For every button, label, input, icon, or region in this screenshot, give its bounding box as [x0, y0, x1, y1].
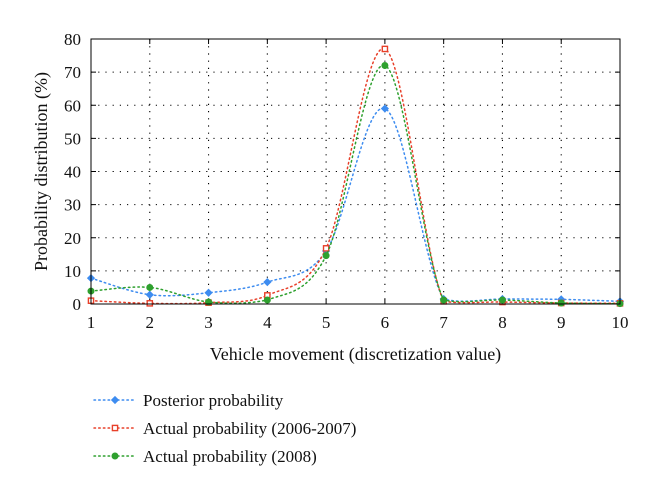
x-tick-label: 5 — [322, 313, 331, 332]
legend-label: Actual probability (2008) — [143, 447, 317, 466]
data-point — [380, 104, 389, 113]
x-tick-label: 9 — [557, 313, 566, 332]
series-3 — [87, 62, 624, 308]
legend-item: Posterior probability — [93, 391, 284, 410]
data-point — [263, 296, 271, 304]
y-tick-label: 70 — [64, 63, 81, 82]
y-tick-label: 20 — [64, 229, 81, 248]
series-1 — [86, 104, 625, 306]
legend-marker — [111, 452, 119, 460]
data-point — [146, 283, 154, 291]
x-tick-label: 3 — [204, 313, 213, 332]
data-point — [145, 290, 154, 299]
legend-label: Actual probability (2006-2007) — [143, 419, 356, 438]
legend-label: Posterior probability — [143, 391, 284, 410]
x-tick-label: 8 — [498, 313, 507, 332]
x-tick-label: 1 — [87, 313, 96, 332]
y-tick-label: 30 — [64, 196, 81, 215]
series-line — [90, 48, 621, 305]
y-tick-label: 40 — [64, 163, 81, 182]
y-tick-label: 80 — [64, 30, 81, 49]
series-line — [90, 64, 621, 305]
data-point — [498, 296, 506, 304]
legend: Posterior probability Actual probability … — [93, 391, 356, 466]
legend-item: Actual probability (2006-2007) — [93, 419, 356, 438]
data-point — [322, 252, 330, 260]
y-tick-label: 50 — [64, 129, 81, 148]
plot-frame — [90, 38, 621, 305]
legend-marker — [111, 424, 119, 432]
grid-lines — [91, 39, 620, 304]
x-tick-label: 6 — [381, 313, 390, 332]
legend-item: Actual probability (2008) — [93, 447, 317, 466]
data-point — [381, 62, 389, 69]
data-point — [440, 296, 448, 304]
series-2 — [87, 45, 624, 307]
data-point — [263, 278, 272, 287]
legend-marker — [110, 395, 120, 405]
y-tick-label: 60 — [64, 96, 81, 115]
series-line — [90, 107, 621, 303]
y-axis: 0 10 20 30 40 50 60 70 80 — [64, 30, 620, 314]
x-tick-label: 7 — [439, 313, 448, 332]
y-axis-label: Probability distribution (%) — [31, 72, 52, 271]
data-point — [381, 45, 389, 53]
y-tick-label: 0 — [73, 295, 82, 314]
x-tick-label: 10 — [612, 313, 629, 332]
data-point — [204, 288, 213, 297]
series-group — [86, 45, 625, 308]
x-tick-label: 4 — [263, 313, 272, 332]
data-point — [322, 245, 330, 252]
data-point — [146, 300, 154, 307]
x-tick-label: 2 — [146, 313, 155, 332]
x-axis-label: Vehicle movement (discretization value) — [210, 344, 501, 365]
y-tick-label: 10 — [64, 262, 81, 281]
x-axis: 1 2 3 4 5 6 7 8 9 10 — [87, 39, 629, 332]
data-point — [557, 299, 565, 307]
